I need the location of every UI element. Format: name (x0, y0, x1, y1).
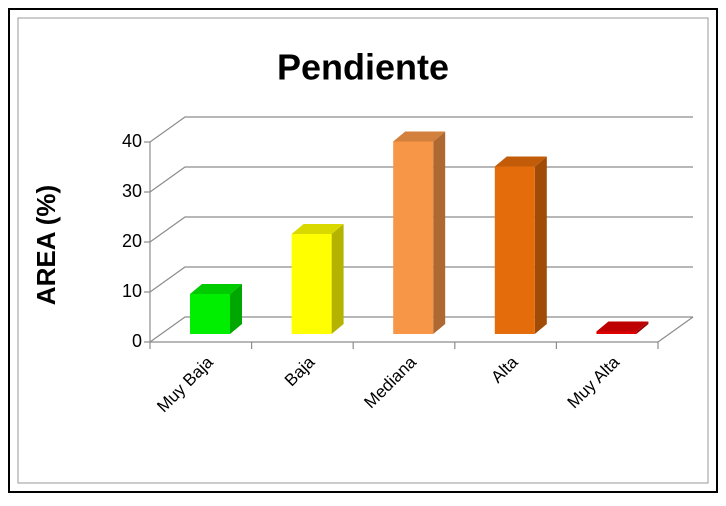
inner-frame (17, 17, 709, 484)
bar-top (494, 156, 547, 167)
bar (190, 284, 242, 334)
y-tick-label: 0 (132, 331, 142, 351)
bar-front (494, 166, 535, 334)
chart-title: Pendiente (277, 47, 449, 88)
bar-side (230, 284, 242, 334)
bar-front (596, 331, 637, 334)
y-tick-label: 40 (122, 131, 142, 151)
grid-line (149, 116, 693, 143)
bar-side (433, 131, 446, 334)
bar (393, 131, 446, 334)
y-tick-label: 10 (122, 281, 142, 301)
outer-frame (8, 8, 718, 493)
bar-front (393, 141, 434, 334)
y-axis-label: AREA (%) (31, 185, 61, 305)
bar (291, 224, 344, 334)
bar-top (393, 131, 446, 142)
y-tick-label: 30 (122, 181, 142, 201)
bar (596, 321, 649, 334)
bar-front (190, 294, 230, 334)
bar-front (291, 234, 332, 334)
y-tick-label: 20 (122, 231, 142, 251)
bar-top (596, 321, 649, 332)
bar-side (331, 224, 344, 334)
bar-side (534, 156, 547, 334)
bar-top (291, 224, 344, 234)
bar-side (636, 321, 649, 334)
bar (494, 156, 547, 334)
bar-top (190, 284, 242, 294)
